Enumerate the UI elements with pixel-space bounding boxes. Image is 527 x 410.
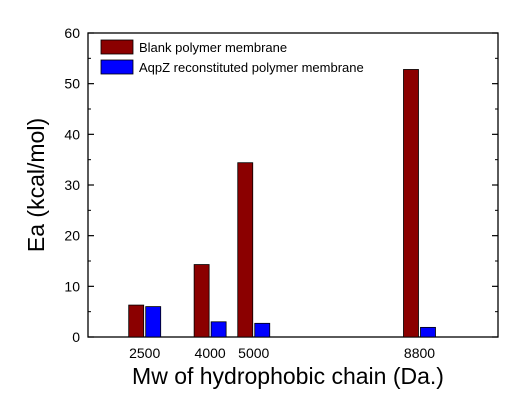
- legend-label: AqpZ reconstituted polymer membrane: [139, 60, 364, 75]
- x-tick-label: 5000: [238, 345, 269, 361]
- legend: Blank polymer membrane AqpZ reconstituted…: [100, 39, 364, 75]
- x-tick-label: 4000: [195, 345, 226, 361]
- y-tick-label: 0: [72, 329, 80, 345]
- x-tick-label: 8800: [404, 345, 435, 361]
- x-tick-label: 2500: [129, 345, 160, 361]
- y-tick-label: 50: [64, 76, 80, 92]
- x-axis-title: Mw of hydrophobic chain (Da.): [132, 363, 444, 389]
- plot-frame: [87, 32, 499, 338]
- bar-aqpz: [420, 326, 436, 338]
- y-tick-label: 10: [64, 278, 80, 294]
- y-tick-label: 20: [64, 228, 80, 244]
- y-tick-label: 60: [64, 25, 80, 41]
- bar-blank: [237, 162, 254, 338]
- bar-aqpz: [145, 306, 162, 338]
- bars: [128, 69, 436, 338]
- x-axis: 2500 4000 5000 8800: [129, 345, 435, 361]
- y-axis-title: Ea (kcal/mol): [23, 118, 49, 252]
- bar-blank: [403, 69, 419, 338]
- y-axis: 0 10 20 30 40 50 60: [64, 25, 498, 345]
- legend-swatch: [100, 59, 134, 75]
- legend-swatch: [100, 39, 134, 55]
- bar-blank: [128, 304, 145, 338]
- y-tick-label: 30: [64, 177, 80, 193]
- bar-aqpz: [254, 322, 271, 338]
- y-tick-label: 40: [64, 126, 80, 142]
- bar-blank: [193, 264, 210, 338]
- bar-aqpz: [210, 321, 227, 338]
- legend-label: Blank polymer membrane: [139, 40, 287, 55]
